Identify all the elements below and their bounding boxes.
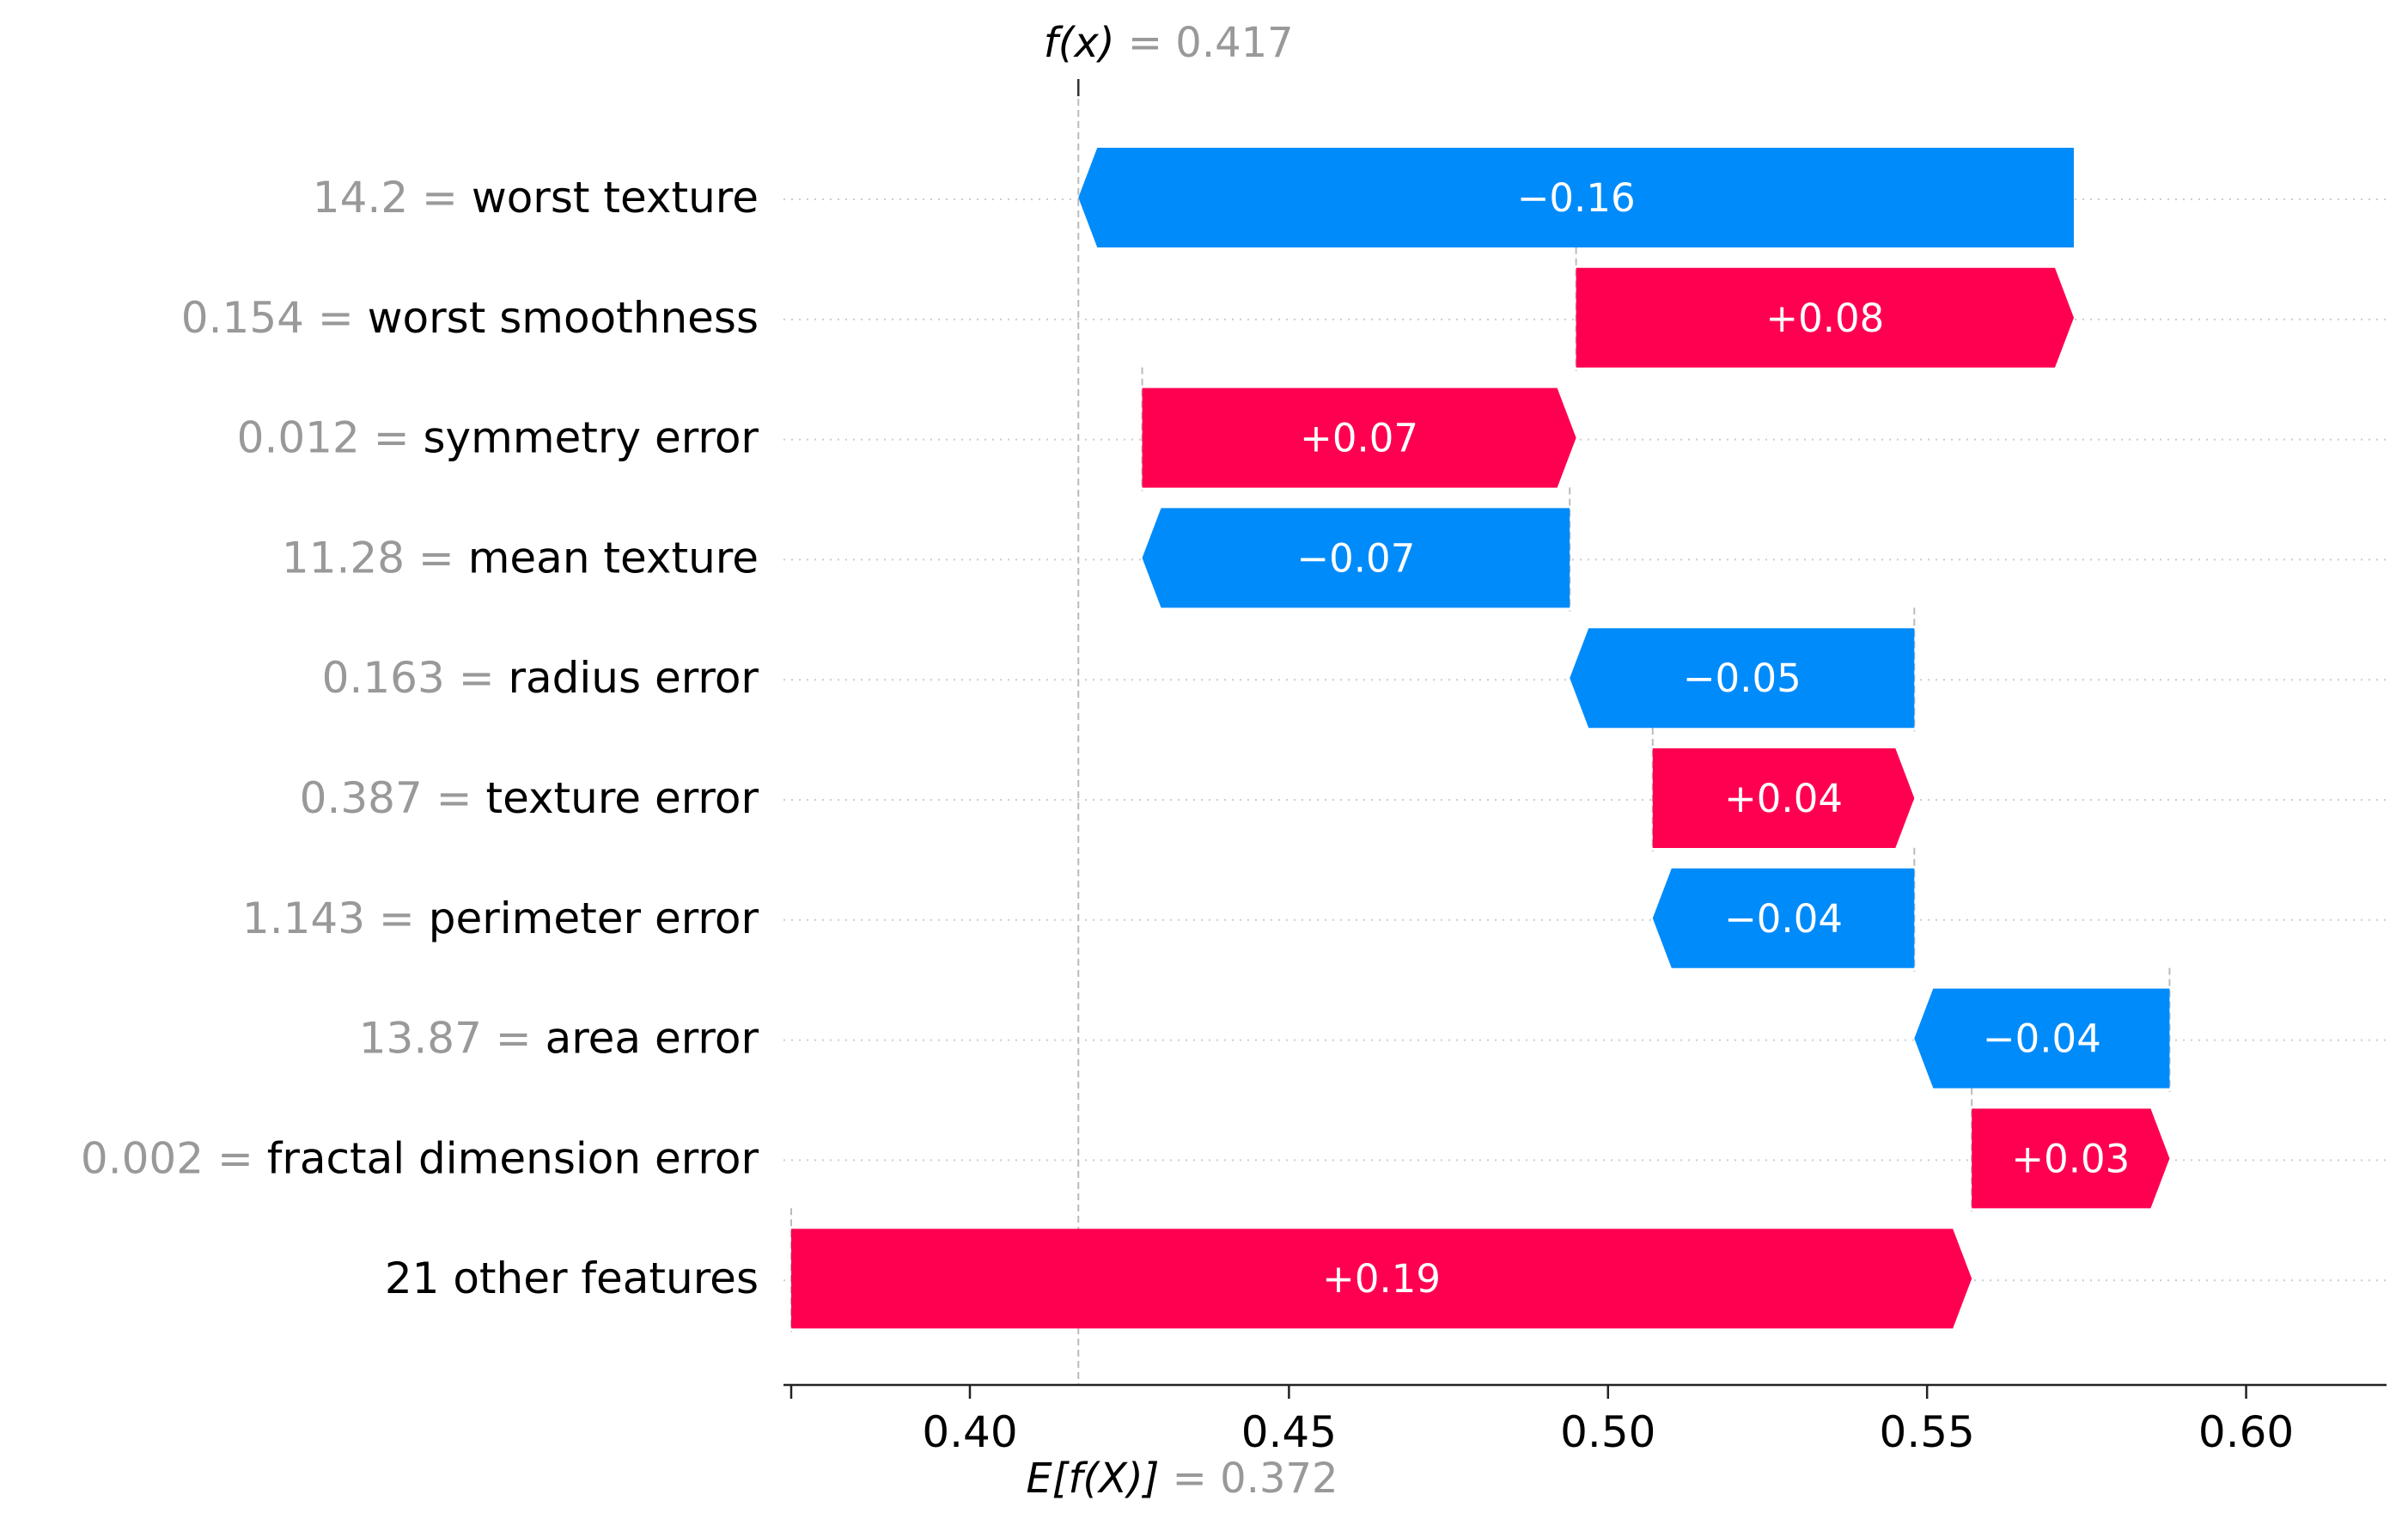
fx-value: 0.417	[1175, 19, 1293, 67]
feature-name: mean texture	[468, 533, 759, 583]
feature-name: area error	[546, 1014, 759, 1064]
contribution-bar	[1142, 508, 1570, 608]
x-tick-label: 0.45	[1241, 1407, 1337, 1457]
feature-label: 0.002 = fractal dimension error	[81, 1133, 759, 1183]
feature-name: perimeter error	[429, 894, 759, 943]
x-axis: 0.40 0.45 0.50 0.55 0.60	[783, 1383, 2387, 1457]
feature-name: symmetry error	[423, 413, 759, 463]
feature-label: 0.387 = texture error	[300, 773, 759, 823]
feature-value: 0.002 =	[81, 1133, 267, 1183]
feature-label: 0.154 = worst smoothness	[181, 293, 759, 343]
fx-annotation: f(x) = 0.417	[1044, 19, 1294, 67]
feature-name: radius error	[508, 653, 759, 703]
feature-label: 21 other features	[385, 1254, 759, 1303]
feature-labels: 14.2 = worst texture 0.154 = worst smooth…	[81, 173, 759, 1303]
bar-value-label: −0.16	[1517, 175, 1636, 221]
bar-value-label: +0.08	[1765, 296, 1884, 341]
contribution-bar	[1576, 267, 2075, 368]
feature-value: 0.154 =	[181, 293, 368, 343]
feature-value: 13.87 =	[359, 1014, 546, 1064]
bar-value-label: −0.04	[1983, 1016, 2101, 1062]
contribution-bar	[1142, 387, 1576, 488]
feature-name: worst smoothness	[368, 293, 759, 343]
feature-name: fractal dimension error	[267, 1133, 759, 1183]
ex-equals: =	[1159, 1455, 1220, 1503]
bar-value-label: −0.05	[1683, 656, 1801, 701]
feature-name: worst texture	[472, 173, 759, 223]
feature-value: 0.012 =	[237, 413, 424, 463]
feature-label: 0.163 = radius error	[322, 653, 759, 703]
bar-value-label: +0.03	[2011, 1136, 2130, 1181]
fx-equals: =	[1115, 19, 1176, 67]
bar-value-label: +0.07	[1300, 416, 1418, 461]
x-tick-label: 0.55	[1880, 1407, 1975, 1457]
contribution-bar	[1652, 748, 1915, 848]
contribution-bar	[1972, 1108, 2170, 1209]
bar-value-label: +0.19	[1322, 1256, 1441, 1302]
bar-value-label: +0.04	[1724, 776, 1843, 821]
feature-value: 0.163 =	[322, 653, 509, 703]
contribution-bar	[1914, 988, 2170, 1089]
ex-value: 0.372	[1220, 1455, 1338, 1503]
ex-annotation: E[f(X)] = 0.372	[1026, 1455, 1338, 1503]
fx-label: f(x)	[1044, 19, 1115, 67]
contribution-bar	[1652, 868, 1915, 968]
feature-value: 1.143 =	[242, 894, 429, 943]
contribution-bar	[791, 1229, 1972, 1329]
x-tick-label: 0.40	[922, 1407, 1017, 1457]
contribution-bars: −0.16 +0.08 +0.07 −0.07 −0.05 +0.04 −0.04 −0.04…	[791, 148, 2170, 1329]
x-tick-label: 0.60	[2198, 1407, 2294, 1457]
feature-name: texture error	[485, 773, 759, 823]
bar-value-label: −0.04	[1724, 896, 1843, 942]
x-tick-label: 0.50	[1560, 1407, 1655, 1457]
feature-name: 21 other features	[385, 1254, 759, 1303]
contribution-bar	[1078, 148, 2075, 247]
contribution-bar	[1570, 628, 1915, 729]
feature-label: 0.012 = symmetry error	[237, 413, 759, 463]
feature-label: 1.143 = perimeter error	[242, 894, 759, 943]
feature-value: 14.2 =	[313, 173, 472, 223]
feature-label: 11.28 = mean texture	[282, 533, 759, 583]
feature-value: 11.28 =	[282, 533, 468, 583]
feature-label: 13.87 = area error	[359, 1014, 759, 1064]
feature-label: 14.2 = worst texture	[313, 173, 759, 223]
ex-label: E[f(X)]	[1026, 1455, 1159, 1503]
bar-value-label: −0.07	[1296, 535, 1415, 581]
feature-value: 0.387 =	[300, 773, 486, 823]
